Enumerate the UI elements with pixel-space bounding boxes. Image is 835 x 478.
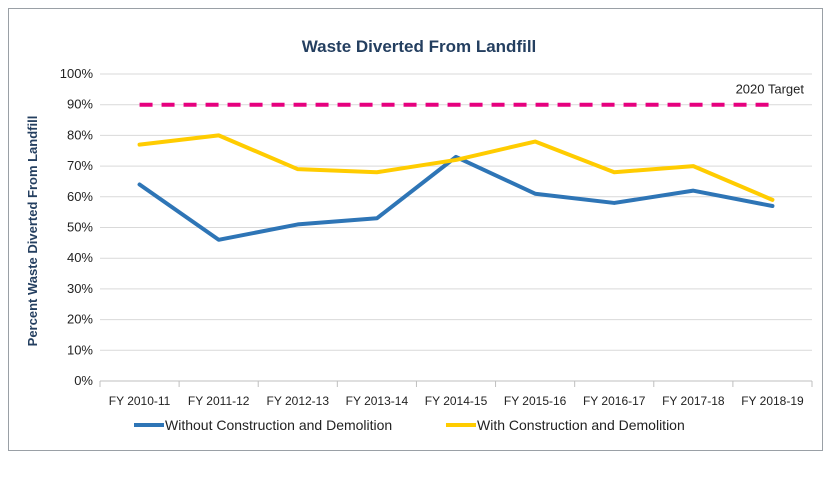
y-tick-label: 40% [67, 250, 93, 265]
x-tick-label: FY 2011-12 [188, 394, 250, 408]
y-tick-label: 60% [67, 189, 93, 204]
y-tick-label: 70% [67, 158, 93, 173]
target-line-group: 2020 Target [139, 82, 805, 107]
target-label: 2020 Target [736, 82, 805, 97]
legend: Without Construction and Demolition With … [134, 417, 685, 433]
x-tick-label: FY 2013-14 [346, 394, 409, 408]
x-tick-label: FY 2010-11 [109, 394, 171, 408]
x-tick-label: FY 2012-13 [267, 394, 330, 408]
x-tick-label: FY 2018-19 [741, 394, 804, 408]
x-tick-label: FY 2015-16 [504, 394, 567, 408]
series-line-1 [137, 154, 775, 242]
y-tick-label: 50% [67, 220, 93, 235]
chart-title: Waste Diverted From Landfill [302, 37, 537, 56]
y-tick-label: 90% [67, 97, 93, 112]
y-tick-label: 10% [67, 342, 93, 357]
y-tick-label: 100% [60, 66, 94, 81]
series-lines [137, 133, 775, 242]
y-axis-label: Percent Waste Diverted From Landfill [25, 116, 40, 347]
y-tick-label: 80% [67, 127, 93, 142]
gridlines [100, 73, 812, 382]
chart-frame: Waste Diverted From Landfill 0% 10% 20% 30%… [8, 8, 823, 451]
series-line-2 [137, 133, 775, 202]
legend-label: With Construction and Demolition [477, 417, 685, 433]
x-tick-label: FY 2016-17 [583, 394, 646, 408]
y-tick-label: 0% [74, 373, 93, 388]
y-axis-ticks: 0% 10% 20% 30% 40% 50% 60% 70% 80% 90% 100% [60, 66, 94, 388]
y-tick-label: 20% [67, 312, 93, 327]
line-chart: Waste Diverted From Landfill 0% 10% 20% 30%… [25, 37, 813, 433]
x-axis: FY 2010-11 FY 2011-12 FY 2012-13 FY 2013-14… [99, 381, 813, 408]
legend-label: Without Construction and Demolition [165, 417, 392, 433]
x-tick-label: FY 2014-15 [425, 394, 488, 408]
x-tick-label: FY 2017-18 [662, 394, 725, 408]
y-tick-label: 30% [67, 281, 93, 296]
